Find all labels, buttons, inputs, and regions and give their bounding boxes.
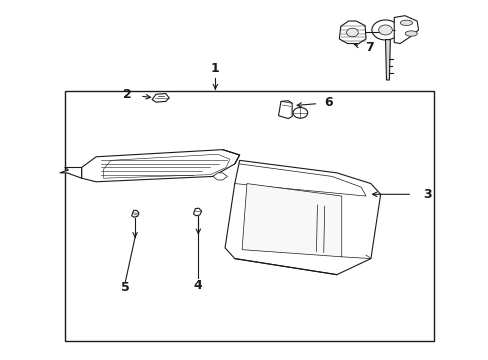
Polygon shape	[339, 21, 366, 44]
Polygon shape	[193, 208, 201, 216]
Polygon shape	[152, 94, 169, 102]
Circle shape	[378, 25, 391, 35]
Text: 3: 3	[423, 188, 431, 201]
Text: 5: 5	[121, 281, 129, 294]
Polygon shape	[131, 210, 139, 217]
Polygon shape	[242, 184, 341, 257]
Ellipse shape	[400, 20, 412, 26]
Polygon shape	[224, 160, 380, 275]
Polygon shape	[385, 40, 389, 80]
Circle shape	[292, 108, 307, 118]
Polygon shape	[212, 173, 227, 180]
Polygon shape	[393, 16, 418, 44]
Polygon shape	[278, 101, 291, 118]
Circle shape	[371, 20, 398, 40]
Polygon shape	[81, 150, 239, 182]
Ellipse shape	[405, 31, 416, 36]
Text: 2: 2	[123, 89, 132, 102]
Bar	[64, 91, 433, 341]
Text: 1: 1	[210, 62, 219, 75]
Polygon shape	[60, 167, 81, 178]
Text: 7: 7	[365, 41, 373, 54]
Circle shape	[346, 28, 358, 37]
Text: 6: 6	[323, 96, 332, 109]
Text: 4: 4	[194, 279, 202, 292]
